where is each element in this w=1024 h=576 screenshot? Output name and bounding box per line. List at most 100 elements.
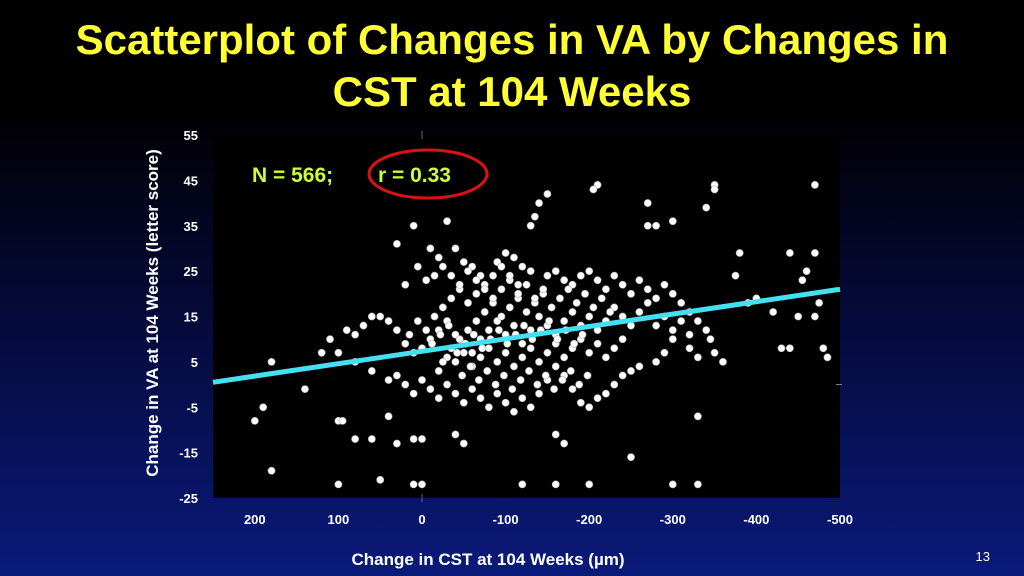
data-point [560, 353, 569, 362]
data-point [426, 244, 435, 253]
data-point [545, 317, 553, 325]
highlight-circle [367, 148, 489, 200]
data-point [769, 308, 778, 316]
data-point [501, 398, 510, 407]
data-point [551, 267, 560, 276]
x-tick-label: 0 [418, 512, 425, 527]
data-point [551, 480, 560, 489]
data-point [376, 312, 385, 321]
data-point [434, 367, 443, 375]
data-point [476, 353, 485, 362]
data-point [484, 326, 493, 335]
data-point [798, 276, 807, 285]
data-point [438, 262, 447, 271]
data-point [589, 185, 598, 194]
x-tick-label: 200 [244, 512, 266, 527]
data-point [635, 308, 644, 316]
x-tick-label: -300 [660, 512, 686, 527]
data-point [426, 385, 435, 393]
data-point [393, 239, 401, 248]
data-point [693, 412, 702, 421]
data-point [635, 276, 644, 285]
data-point [550, 385, 558, 393]
data-point [464, 298, 472, 307]
data-point [593, 339, 602, 348]
data-point [602, 353, 610, 362]
data-point [514, 280, 523, 289]
data-point [367, 435, 376, 443]
data-point [430, 312, 439, 321]
data-point [444, 321, 453, 330]
data-point [393, 326, 401, 335]
data-point [451, 430, 460, 439]
y-tick-label: -15 [179, 446, 198, 461]
data-point [627, 367, 635, 375]
data-point [635, 362, 644, 371]
data-point [518, 262, 527, 271]
data-point [693, 317, 702, 325]
data-point [551, 430, 560, 439]
points-layer [250, 181, 832, 489]
data-point [543, 271, 552, 280]
chart-title-line1: Scatterplot of Changes in VA by Changes … [75, 16, 949, 63]
data-point [526, 344, 535, 353]
y-tick-label: -25 [179, 491, 198, 506]
data-point [660, 280, 669, 289]
data-point [317, 348, 326, 357]
data-point [413, 317, 422, 325]
plot-area [213, 135, 840, 498]
data-point [560, 439, 569, 448]
data-point [518, 394, 527, 403]
data-point [516, 376, 525, 384]
data-point [706, 335, 715, 344]
data-point [326, 335, 334, 344]
data-point [510, 362, 518, 371]
chart-title-line2: CST at 104 Weeks [332, 68, 692, 115]
data-point [505, 303, 514, 312]
data-point [520, 321, 528, 330]
data-point [508, 385, 517, 393]
data-point [522, 280, 531, 289]
data-point [497, 312, 506, 321]
data-point [351, 435, 360, 443]
data-point [525, 367, 533, 375]
data-point [568, 385, 577, 393]
data-point [585, 348, 594, 357]
data-point [493, 389, 502, 398]
data-point [334, 480, 343, 489]
data-point [428, 339, 436, 348]
data-point [564, 285, 573, 294]
data-point [484, 403, 493, 412]
data-point [384, 376, 393, 384]
data-point [413, 262, 422, 271]
data-point [610, 380, 619, 389]
data-point [643, 221, 652, 230]
data-point [547, 303, 556, 312]
data-point [267, 466, 276, 475]
x-tick-label: -500 [827, 512, 853, 527]
data-point [455, 280, 464, 289]
data-point [483, 367, 492, 375]
data-point [453, 348, 462, 357]
data-point [702, 203, 711, 212]
data-point [478, 344, 487, 353]
data-point [576, 398, 585, 407]
data-point [436, 330, 445, 339]
data-point [447, 271, 456, 280]
data-point [677, 317, 686, 325]
data-point [794, 312, 803, 321]
axis-ticks: 55 45 35 25 15 5 -5 -15 -25 200 100 0 -100 -200 -300 -4… [179, 128, 853, 527]
data-point [342, 326, 351, 335]
data-point [652, 221, 660, 230]
data-point [484, 344, 493, 353]
data-point [572, 298, 581, 307]
data-point [526, 403, 535, 412]
data-point [459, 398, 468, 407]
data-point [514, 289, 523, 298]
data-point [443, 217, 451, 226]
y-tick-label: 55 [184, 128, 198, 143]
data-point [618, 371, 627, 380]
x-axis-label: Change in CST at 104 Weeks (µm) [351, 550, 624, 569]
y-tick-label: 15 [184, 310, 198, 325]
